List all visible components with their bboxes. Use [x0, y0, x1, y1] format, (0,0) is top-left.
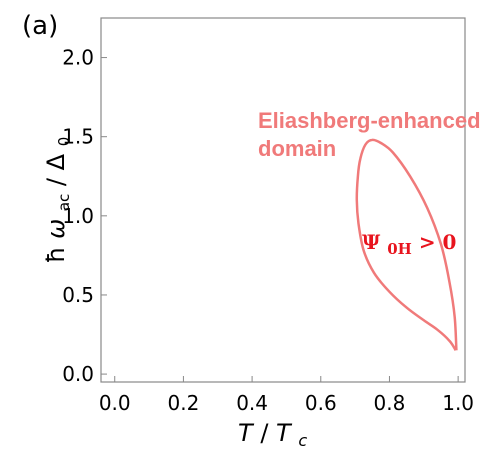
x-tick-label: 0.2: [168, 391, 200, 415]
y-label-delta-sub: 0: [55, 137, 73, 147]
x-axis-label: T / T c: [238, 419, 307, 450]
y-tick-label: 1.0: [62, 204, 94, 228]
y-tick-label: 2.0: [62, 46, 94, 70]
x-tick-label: 0.0: [99, 391, 131, 415]
x-label-sep: /: [260, 419, 276, 447]
x-tick-label: 0.4: [236, 391, 268, 415]
annotation-line-2: domain: [258, 136, 336, 161]
region-sub: 0H: [387, 240, 412, 258]
y-axis: 0.0 0.5 1.0 1.5 2.0: [62, 46, 107, 386]
x-tick-label: 1.0: [442, 391, 474, 415]
y-label-hbar: ħ: [42, 247, 70, 264]
series-line: [355, 138, 458, 351]
plot-area: [355, 138, 458, 351]
y-axis-label: ħ ω ac / Δ 0: [42, 137, 75, 264]
x-label-main: T: [238, 419, 255, 447]
y-label-omega: ω: [42, 219, 70, 239]
panel-label: (a): [22, 11, 58, 41]
y-label-omega-sub: ac: [55, 194, 73, 211]
x-axis: 0.0 0.2 0.4 0.6 0.8 1.0: [99, 376, 474, 415]
y-label-sep: /: [42, 170, 70, 186]
y-label-delta: Δ: [42, 153, 70, 170]
x-tick-label: 0.6: [305, 391, 337, 415]
region-psi: Ψ: [362, 230, 381, 254]
y-tick-label: 0.0: [62, 362, 94, 386]
x-label-denom: T: [276, 419, 293, 447]
region-rest: > 0: [419, 230, 457, 254]
y-tick-label: 1.5: [62, 125, 94, 149]
y-tick-label: 0.5: [62, 283, 94, 307]
annotation-line-1: Eliashberg-enhanced: [258, 108, 481, 133]
x-label-denom-sub: c: [298, 431, 307, 450]
region-label: Ψ 0H > 0: [362, 230, 456, 259]
x-tick-label: 0.8: [374, 391, 406, 415]
annotation-eliashberg: Eliashberg-enhanced domain: [258, 108, 487, 161]
plot-frame: [100, 17, 466, 383]
